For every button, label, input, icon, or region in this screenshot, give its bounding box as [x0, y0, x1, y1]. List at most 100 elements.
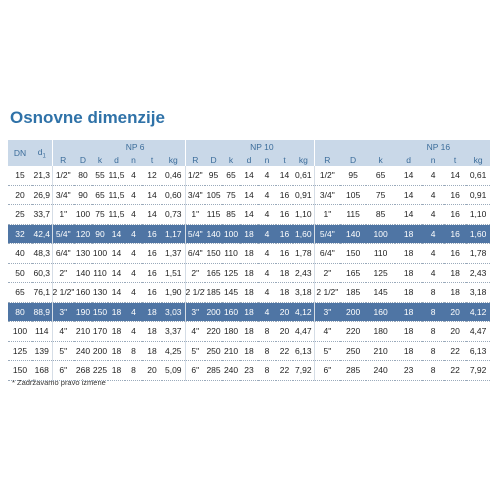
- table-cell: 20: [276, 321, 294, 342]
- table-cell: 3,18: [293, 282, 315, 303]
- table-cell: 21,3: [32, 166, 52, 186]
- group-header: NP 16: [313, 140, 491, 153]
- table-cell: 14: [108, 224, 125, 244]
- table-cell: 18: [240, 282, 259, 303]
- table-cell: 100: [92, 243, 108, 264]
- table-cell: 190: [74, 302, 92, 322]
- table-cell: 165: [340, 263, 367, 283]
- table-cell: 0,61: [466, 166, 491, 186]
- table-cell: 2": [184, 263, 206, 283]
- table-cell: 6": [313, 360, 341, 381]
- table-cell: 150: [8, 360, 32, 381]
- table-cell: 6/4": [51, 243, 74, 264]
- table-cell: 16: [276, 224, 294, 244]
- table-cell: 4": [184, 321, 206, 342]
- table-cell: 3/4": [51, 185, 74, 205]
- table-cell: 4: [125, 282, 142, 303]
- column-header: d: [108, 153, 125, 166]
- column-header: d: [395, 153, 423, 166]
- table-cell: 18: [108, 341, 125, 361]
- table-cell: 1": [184, 204, 206, 225]
- table-cell: 240: [366, 360, 396, 381]
- table-cell: 140: [340, 224, 367, 244]
- table-cell: 145: [222, 282, 241, 303]
- table-cell: 225: [92, 360, 108, 381]
- table-cell: 14: [240, 166, 259, 186]
- table-cell: 14: [142, 185, 162, 205]
- column-header: n: [125, 153, 142, 166]
- table-cell: 32: [8, 224, 32, 244]
- table-cell: 100: [366, 224, 396, 244]
- table-cell: 1,37: [162, 243, 186, 264]
- table-cell: 18: [240, 263, 259, 283]
- table-cell: 25: [8, 204, 32, 225]
- table-cell: 14: [395, 204, 423, 225]
- table-cell: 240: [74, 341, 92, 361]
- table-cell: 140: [205, 224, 223, 244]
- table-cell: 4: [422, 185, 445, 205]
- column-header: n: [258, 153, 277, 166]
- group-header: NP 6: [51, 140, 186, 153]
- column-header: R: [313, 153, 341, 166]
- table-cell: 18: [395, 321, 423, 342]
- table-cell: 22: [444, 341, 467, 361]
- table-cell: 11,5: [108, 204, 125, 225]
- table-row: 40 48,3 6/4" 130 100 14 4 16 1,37 6/4" 150 110 18 4 16…: [8, 243, 491, 264]
- table-cell: 165: [205, 263, 223, 283]
- table-cell: 130: [92, 282, 108, 303]
- table-row: 20 26,9 3/4" 90 65 11,5 4 14 0,60 3/4" 105 75 14 4 16 0…: [8, 185, 491, 205]
- table-cell: 18: [240, 224, 259, 244]
- table-cell: 18: [395, 263, 423, 283]
- table-cell: 0,91: [293, 185, 315, 205]
- table-cell: 3,18: [466, 282, 491, 303]
- column-header: d: [240, 153, 259, 166]
- table-cell: 14: [395, 185, 423, 205]
- table-cell: 16: [276, 204, 294, 225]
- table-cell: 180: [366, 321, 396, 342]
- table-cell: 160: [222, 302, 241, 322]
- table-cell: 3/4": [313, 185, 341, 205]
- table-cell: 65: [92, 185, 108, 205]
- table-cell: 4: [258, 185, 277, 205]
- table-cell: 14: [108, 263, 125, 283]
- table-cell: 26,9: [32, 185, 52, 205]
- table-cell: 16: [444, 243, 467, 264]
- table-cell: 76,1: [32, 282, 52, 303]
- table-cell: 20: [142, 360, 162, 381]
- table-cell: 285: [340, 360, 367, 381]
- table-cell: 210: [366, 341, 396, 361]
- table-cell: 268: [74, 360, 92, 381]
- table-cell: 14: [142, 204, 162, 225]
- table-cell: 11,5: [108, 185, 125, 205]
- table-cell: 6/4": [184, 243, 206, 264]
- column-header: t: [444, 153, 467, 166]
- table-row: 15 21,3 1/2" 80 55 11,5 4 12 0,46 1/2" 95 65 14 4 14 0,…: [8, 166, 491, 186]
- table-cell: 114: [32, 321, 52, 342]
- table-cell: 185: [340, 282, 367, 303]
- table-cell: 4,25: [162, 341, 186, 361]
- table-cell: 8: [422, 302, 445, 322]
- table-cell: 6,13: [293, 341, 315, 361]
- table-cell: 60,3: [32, 263, 52, 283]
- table-cell: 18: [395, 341, 423, 361]
- table-cell: 5/4": [184, 224, 206, 244]
- table-cell: 33,7: [32, 204, 52, 225]
- table-cell: 3": [184, 302, 206, 322]
- table-cell: 65: [8, 282, 32, 303]
- table-row: 25 33,7 1" 100 75 11,5 4 14 0,73 1" 115 85 14 4 16 1,10…: [8, 204, 491, 225]
- column-header: n: [422, 153, 445, 166]
- table-cell: 0,91: [466, 185, 491, 205]
- table-cell: 1,78: [466, 243, 491, 264]
- table-cell: 18: [276, 263, 294, 283]
- table-cell: 18: [444, 282, 467, 303]
- table-cell: 4": [51, 321, 74, 342]
- column-header: k: [222, 153, 241, 166]
- table-cell: 4: [258, 166, 277, 186]
- table-cell: 65: [366, 166, 396, 186]
- table-cell: 115: [205, 204, 223, 225]
- table-cell: 8: [258, 321, 277, 342]
